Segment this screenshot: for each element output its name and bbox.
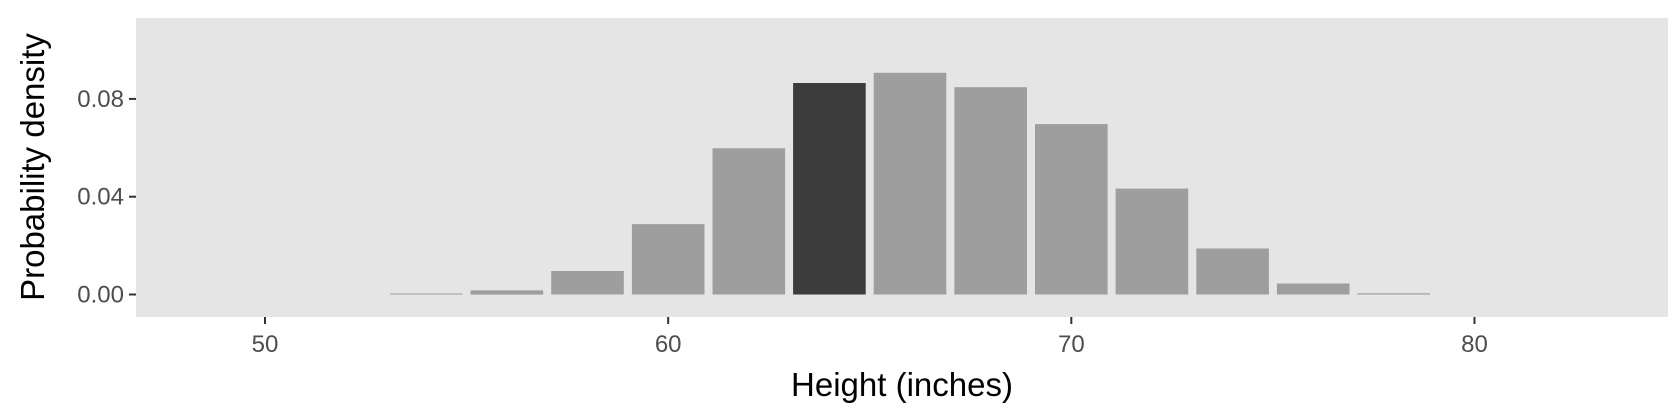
- x-tick-label: 60: [655, 331, 682, 358]
- bar: [873, 72, 947, 295]
- bar: [390, 293, 463, 295]
- bar: [631, 224, 705, 295]
- x-tick-label: 50: [252, 331, 279, 358]
- bar: [1115, 188, 1189, 295]
- y-tick-label: 0.08: [77, 86, 124, 113]
- bar: [470, 290, 544, 295]
- y-axis: 0.00 0.04 0.08: [77, 86, 136, 309]
- x-axis: 50 60 70 80: [252, 317, 1488, 358]
- bar: [1276, 283, 1350, 295]
- x-axis-title: Height (inches): [791, 366, 1013, 403]
- y-tick-label: 0.04: [77, 184, 124, 211]
- bar-highlighted: [793, 83, 866, 295]
- bar: [551, 271, 624, 295]
- bar: [954, 87, 1027, 295]
- y-axis-title: Probability density: [14, 33, 51, 301]
- bars-group: [390, 72, 1431, 295]
- x-tick-label: 70: [1058, 331, 1085, 358]
- y-tick-label: 0.00: [77, 282, 124, 309]
- bar: [1196, 248, 1269, 295]
- bar: [1035, 124, 1108, 295]
- x-tick-label: 80: [1461, 331, 1488, 358]
- bar: [712, 148, 786, 295]
- bar: [1357, 293, 1431, 295]
